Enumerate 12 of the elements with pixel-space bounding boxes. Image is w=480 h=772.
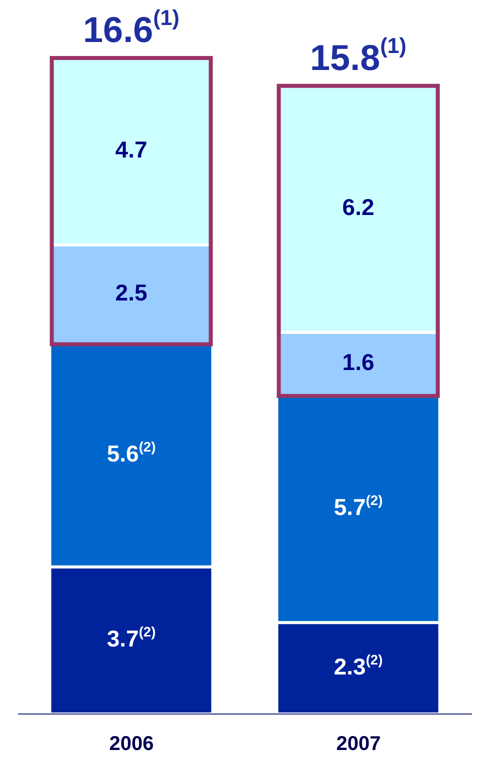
data-label: 4.7 (115, 136, 148, 163)
data-label: 2.5 (115, 280, 148, 306)
data-label: 3.7$^{(2)}$ (106, 624, 156, 652)
data-label: 6.2 (342, 194, 374, 220)
data-label: 1.6 (342, 349, 374, 376)
data-label: 5.7$^{(2)}$ (334, 493, 383, 520)
total-label: 15.8$^{(1)}$ (310, 33, 407, 78)
data-label: 5.6$^{(2)}$ (106, 440, 156, 467)
x-tick-label: 2007 (336, 733, 381, 756)
x-tick-label: 2006 (109, 733, 154, 756)
data-label: 2.3$^{(2)}$ (334, 652, 383, 680)
total-label: 16.6$^{(1)}$ (83, 5, 180, 50)
